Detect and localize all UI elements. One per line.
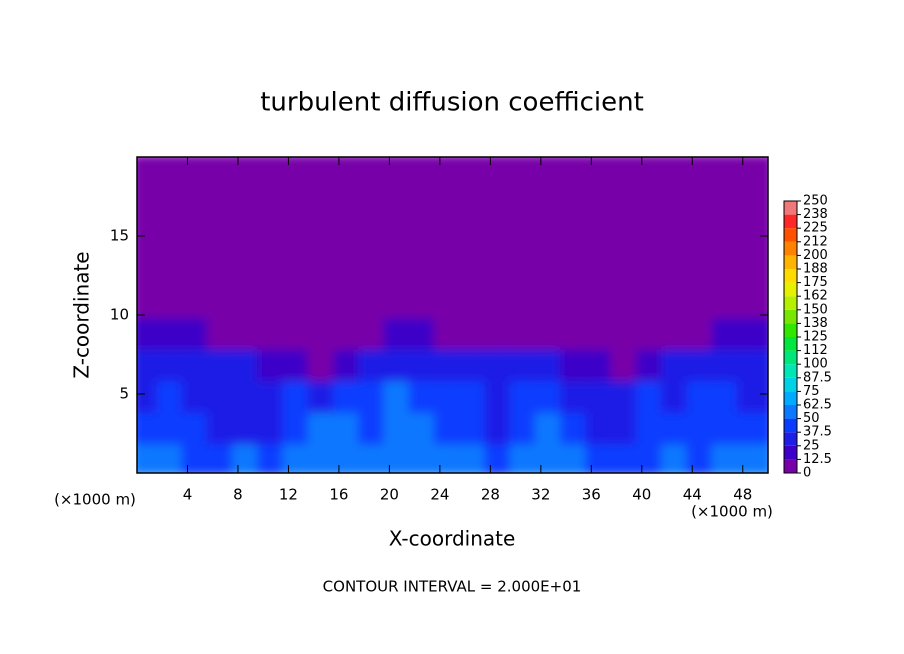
- x-tick-label: 20: [380, 486, 399, 504]
- colorbar-label: 62.5: [803, 398, 832, 413]
- y-tick-label: 5: [119, 385, 129, 403]
- cell: [736, 343, 768, 382]
- y-tick-label: 15: [110, 227, 129, 245]
- colorbar-label: 138: [803, 316, 828, 331]
- colorbar-swatch: [784, 459, 797, 473]
- x-tick-label: 24: [430, 486, 449, 504]
- colorbar-swatch: [784, 309, 797, 324]
- x-tick-label: 16: [329, 486, 348, 504]
- colorbar-swatch: [784, 269, 797, 283]
- colorbar-label: 200: [803, 248, 828, 263]
- colorbar-label: 238: [803, 207, 828, 222]
- x-tick-label: 44: [683, 486, 702, 504]
- cell: [736, 185, 768, 224]
- colorbar-label: 12.5: [803, 452, 832, 467]
- cell: [736, 248, 768, 287]
- cell: [736, 157, 768, 192]
- colorbar-label: 162: [803, 289, 828, 304]
- colorbar-label: 212: [803, 234, 828, 249]
- colorbar-label: 37.5: [803, 425, 832, 440]
- colorbar-label: 188: [803, 262, 828, 277]
- colorbar-label: 125: [803, 330, 828, 345]
- colorbar-swatch: [784, 323, 797, 337]
- cell: [736, 280, 768, 318]
- x-tick-label: 36: [582, 486, 601, 504]
- plot-frame: [136, 156, 769, 474]
- x-tick-label: 8: [233, 486, 243, 504]
- colorbar-swatch: [784, 391, 797, 405]
- colorbar-swatch: [784, 201, 797, 215]
- x-tick-label: 48: [733, 486, 752, 504]
- x-unit-label: (×1000 m): [54, 491, 136, 509]
- colorbar-label: 100: [803, 357, 828, 372]
- colorbar-label: 75: [803, 384, 820, 399]
- cell: [736, 406, 768, 445]
- x-tick-label: 40: [632, 486, 651, 504]
- colorbar-label: 250: [803, 194, 828, 209]
- colorbar-swatch: [784, 337, 797, 351]
- colorbar-swatch: [784, 445, 797, 460]
- colorbar-swatch: [784, 296, 797, 310]
- cells: [137, 157, 768, 473]
- colorbar-swatch: [784, 241, 797, 256]
- colorbar-swatch: [784, 350, 797, 365]
- colorbar-swatch: [784, 432, 797, 446]
- colorbar-label: 112: [803, 343, 828, 358]
- colorbar-swatch: [784, 405, 797, 419]
- x-tick-label: 28: [481, 486, 500, 504]
- x-tick-label: 4: [183, 486, 193, 504]
- y-tick-label: 10: [110, 306, 129, 324]
- colorbar-label: 225: [803, 221, 828, 236]
- cell: [736, 312, 768, 350]
- x-tick-label: 12: [279, 486, 298, 504]
- colorbar-swatch: [784, 214, 797, 229]
- field: [137, 157, 768, 473]
- colorbar-swatch: [784, 282, 797, 297]
- x-tick-label: 32: [531, 486, 550, 504]
- colorbar-label: 0: [803, 466, 811, 481]
- colorbar-label: 25: [803, 438, 820, 453]
- colorbar-swatch: [784, 255, 797, 269]
- x-unit-label: (×1000 m): [691, 503, 773, 521]
- chart-title: turbulent diffusion coefficient: [260, 88, 644, 118]
- y-axis-label: Z-coordinate: [70, 251, 94, 378]
- colorbar-label: 50: [803, 411, 820, 426]
- colorbar-swatch: [784, 228, 797, 242]
- colorbar-label: 175: [803, 275, 828, 290]
- x-axis-label: X-coordinate: [389, 527, 516, 551]
- colorbar-swatch: [784, 364, 797, 378]
- colorbar-swatch: [784, 377, 797, 392]
- colorbar-label: 150: [803, 302, 828, 317]
- axes: 4 8 12 16 20 24 28 32 36 40 44 4851015012.52537.550…: [110, 157, 832, 504]
- colorbar-label: 87.5: [803, 370, 832, 385]
- footnote: CONTOUR INTERVAL = 2.000E+01: [323, 578, 582, 596]
- colorbar-swatch: [784, 418, 797, 433]
